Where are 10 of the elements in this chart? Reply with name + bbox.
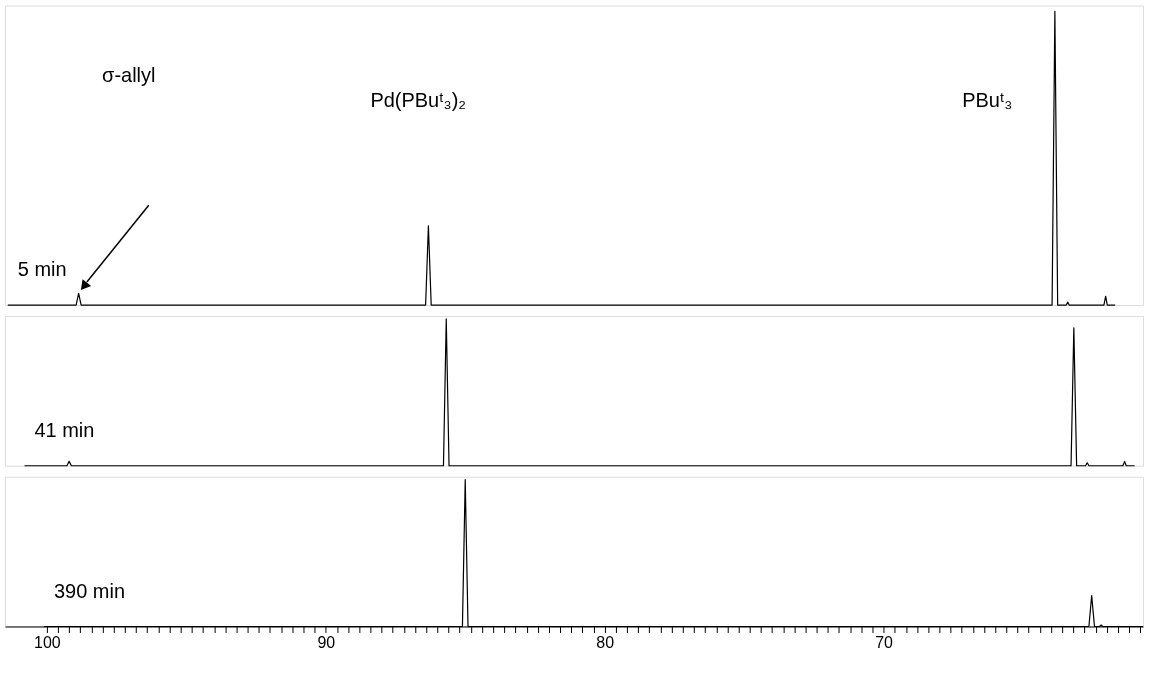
series-label: 390 min xyxy=(54,579,126,602)
x-tick-label: 70 xyxy=(875,633,894,651)
annotation: σ-allyl xyxy=(102,64,156,87)
x-tick-label: 80 xyxy=(596,633,615,651)
x-tick-label: 100 xyxy=(34,633,61,651)
x-tick-label: 90 xyxy=(317,633,336,651)
series-label: 5 min xyxy=(17,258,67,281)
annotation: PBuᵗ₃ xyxy=(962,89,1013,112)
annotation: Pd(PBuᵗ₃)₂ xyxy=(370,89,467,112)
series-label: 41 min xyxy=(34,418,95,441)
